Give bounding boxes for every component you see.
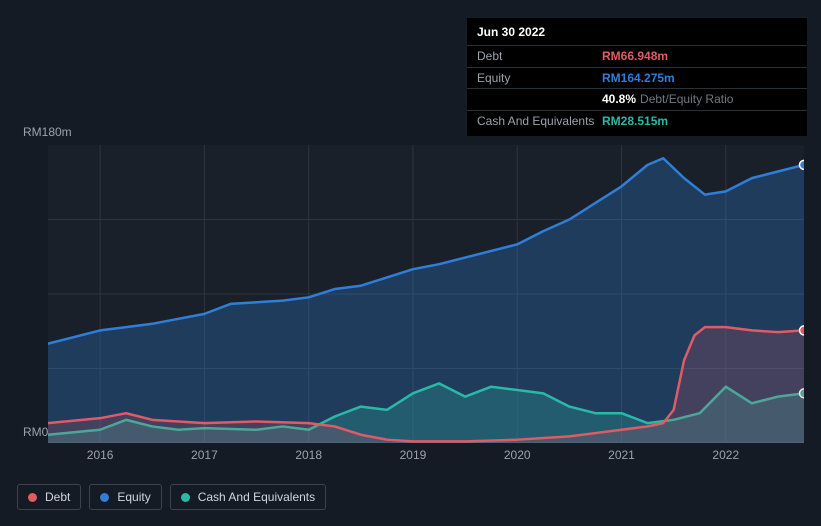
legend-item-debt[interactable]: Debt [17, 484, 81, 510]
legend-item-equity[interactable]: Equity [89, 484, 161, 510]
tooltip-value: RM28.515m [602, 113, 668, 130]
tooltip-label: Equity [477, 70, 602, 87]
x-tick: 2022 [712, 448, 739, 462]
y-tick-max: RM180m [23, 125, 72, 139]
tooltip-value: RM164.275m [602, 70, 675, 87]
series-debt-end-marker [800, 326, 805, 335]
tooltip-row: Cash And EquivalentsRM28.515m [467, 110, 807, 132]
tooltip-label [477, 91, 602, 108]
x-tick: 2016 [87, 448, 114, 462]
tooltip-row: EquityRM164.275m [467, 67, 807, 89]
legend-label: Cash And Equivalents [198, 490, 315, 504]
legend-dot [28, 493, 37, 502]
legend-dot [181, 493, 190, 502]
series-equity-end-marker [800, 160, 805, 169]
legend-label: Debt [45, 490, 70, 504]
tooltip-row: DebtRM66.948m [467, 45, 807, 67]
x-tick: 2020 [504, 448, 531, 462]
tooltip-label: Debt [477, 48, 602, 65]
x-axis: 2016 2017 2018 2019 2020 2021 2022 [48, 448, 804, 468]
chart-tooltip: Jun 30 2022 DebtRM66.948mEquityRM164.275… [467, 18, 807, 136]
legend-dot [100, 493, 109, 502]
tooltip-row: 40.8%Debt/Equity Ratio [467, 88, 807, 110]
x-tick: 2021 [608, 448, 635, 462]
tooltip-date: Jun 30 2022 [467, 22, 807, 45]
tooltip-ratio-label: Debt/Equity Ratio [640, 92, 733, 106]
x-tick: 2018 [295, 448, 322, 462]
chart-legend: Debt Equity Cash And Equivalents [17, 484, 326, 510]
chart-plot[interactable] [48, 145, 804, 443]
legend-label: Equity [117, 490, 150, 504]
y-tick-min: RM0 [23, 425, 48, 439]
legend-item-cash-and-equivalents[interactable]: Cash And Equivalents [170, 484, 326, 510]
x-tick: 2017 [191, 448, 218, 462]
tooltip-label: Cash And Equivalents [477, 113, 602, 130]
x-tick: 2019 [400, 448, 427, 462]
tooltip-value: RM66.948m [602, 48, 668, 65]
tooltip-value: 40.8%Debt/Equity Ratio [602, 91, 733, 108]
